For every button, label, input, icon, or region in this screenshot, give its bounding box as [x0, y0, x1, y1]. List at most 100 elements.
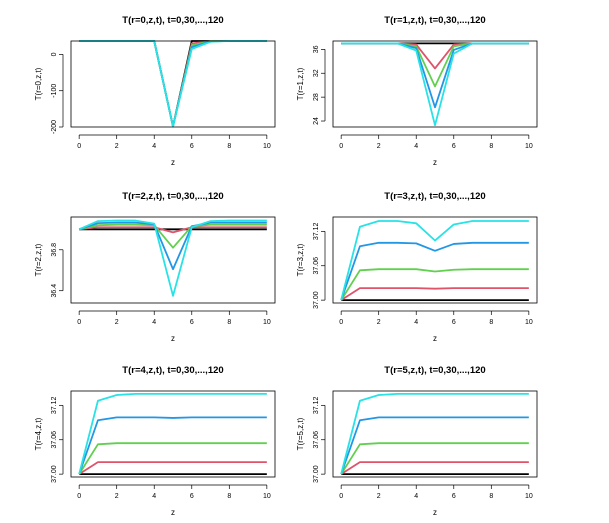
x-axis-label: z: [433, 158, 437, 167]
y-tick-label: 37.06: [313, 257, 320, 275]
series-line: [78, 221, 267, 271]
x-tick-label: 8: [227, 493, 231, 500]
series-line: [78, 223, 267, 249]
y-tick-label: 37.00: [313, 291, 320, 309]
y-tick-label: 36: [313, 45, 320, 53]
chart-panel: T(r=2,z,t), t=0,30,...,120 0 2 4 6 8 10 z 36.4 36…: [34, 191, 276, 343]
x-axis-label: z: [171, 158, 175, 167]
x-axis-label: z: [171, 334, 175, 343]
x-tick-label: 2: [377, 319, 381, 326]
series-line: [340, 268, 529, 301]
x-tick-label: 6: [452, 319, 456, 326]
chart-title: T(r=0,z,t), t=0,30,...,120: [122, 15, 223, 26]
chart-title: T(r=2,z,t), t=0,30,...,120: [122, 191, 223, 202]
x-axis-label: z: [171, 508, 175, 517]
series-line: [340, 461, 529, 475]
x-tick-label: 4: [414, 143, 418, 150]
chart-panel: T(r=0,z,t), t=0,30,...,120 0 2 4 6 8 10 z -200 -1…: [34, 15, 276, 167]
series-line: [340, 241, 529, 301]
series-line: [79, 226, 267, 234]
chart-title: T(r=4,z,t), t=0,30,...,120: [122, 365, 223, 376]
x-tick-label: 2: [115, 493, 119, 500]
y-tick-label: 36.8: [51, 243, 58, 257]
series-line: [340, 416, 529, 475]
x-tick-label: 10: [525, 319, 533, 326]
y-axis-label: T(r=1,z,t): [296, 67, 305, 100]
x-axis-label: z: [433, 508, 437, 517]
y-tick-label: 37.12: [51, 396, 58, 414]
plot-frame: [70, 40, 276, 128]
y-axis-label: T(r=5,z,t): [296, 417, 305, 450]
x-tick-label: 10: [525, 143, 533, 150]
x-tick-label: 6: [190, 319, 194, 326]
x-tick-label: 6: [452, 143, 456, 150]
y-tick-label: 37.06: [313, 431, 320, 449]
x-tick-label: 0: [77, 493, 81, 500]
x-tick-label: 0: [77, 143, 81, 150]
chart-title: T(r=5,z,t), t=0,30,...,120: [384, 365, 485, 376]
chart-panel: T(r=4,z,t), t=0,30,...,120 0 2 4 6 8 10 z 37.00 3…: [34, 365, 276, 517]
y-tick-label: 28: [313, 93, 320, 101]
y-axis-label: T(r=3,z,t): [296, 243, 305, 276]
x-axis-label: z: [433, 334, 437, 343]
x-tick-label: 0: [339, 319, 343, 326]
series-line: [78, 442, 267, 475]
y-tick-label: -200: [51, 120, 58, 134]
series-line: [340, 287, 529, 301]
x-tick-label: 4: [152, 143, 156, 150]
y-axis-label: T(r=4,z,t): [34, 417, 43, 450]
x-tick-label: 0: [339, 493, 343, 500]
x-tick-label: 10: [263, 143, 271, 150]
x-tick-label: 2: [115, 143, 119, 150]
x-tick-label: 6: [452, 493, 456, 500]
y-tick-label: 37.06: [51, 431, 58, 449]
y-tick-label: 37.00: [313, 465, 320, 483]
x-tick-label: 2: [377, 493, 381, 500]
y-tick-label: 37.00: [51, 465, 58, 483]
plot-frame: [332, 40, 538, 128]
x-tick-label: 4: [152, 319, 156, 326]
x-tick-label: 10: [263, 493, 271, 500]
series-line: [78, 219, 267, 297]
series-line: [340, 220, 529, 301]
x-tick-label: 0: [77, 319, 81, 326]
y-tick-label: 37.12: [313, 396, 320, 414]
series-line: [78, 392, 267, 475]
series-line: [341, 42, 529, 127]
x-tick-label: 8: [489, 493, 493, 500]
x-tick-label: 8: [227, 143, 231, 150]
y-axis-label: T(r=0,z,t): [34, 67, 43, 100]
series-line: [78, 416, 267, 475]
y-tick-label: 24: [313, 117, 320, 125]
series-line: [340, 392, 529, 475]
y-tick-label: 37.12: [313, 222, 320, 240]
plot-frame: [70, 390, 276, 478]
x-tick-label: 6: [190, 143, 194, 150]
chart-panel: T(r=3,z,t), t=0,30,...,120 0 2 4 6 8 10 z 37.00 3…: [296, 191, 538, 343]
chart-title: T(r=1,z,t), t=0,30,...,120: [384, 15, 485, 26]
x-tick-label: 10: [263, 319, 271, 326]
y-tick-label: 36.4: [51, 284, 58, 298]
x-tick-label: 4: [152, 493, 156, 500]
y-axis-label: T(r=2,z,t): [34, 243, 43, 276]
x-tick-label: 4: [414, 493, 418, 500]
y-tick-label: 0: [51, 52, 58, 56]
plot-frame: [332, 216, 538, 304]
x-tick-label: 6: [190, 493, 194, 500]
series-line: [78, 461, 267, 475]
x-tick-label: 8: [489, 319, 493, 326]
plot-frame: [332, 390, 538, 478]
x-tick-label: 8: [489, 143, 493, 150]
chart-panel: T(r=5,z,t), t=0,30,...,120 0 2 4 6 8 10 z 37.00 3…: [296, 365, 538, 517]
x-tick-label: 2: [115, 319, 119, 326]
y-tick-label: 32: [313, 69, 320, 77]
x-tick-label: 4: [414, 319, 418, 326]
y-tick-label: -100: [51, 84, 58, 98]
x-tick-label: 0: [339, 143, 343, 150]
chart-title: T(r=3,z,t), t=0,30,...,120: [384, 191, 485, 202]
plot-frame: [70, 216, 276, 304]
series-line: [340, 442, 529, 475]
x-tick-label: 10: [525, 493, 533, 500]
